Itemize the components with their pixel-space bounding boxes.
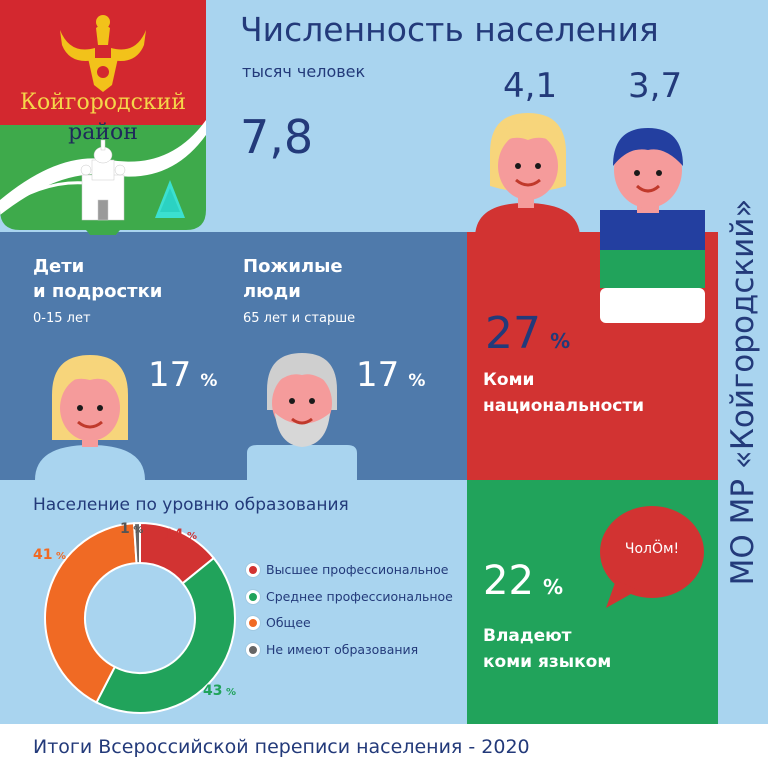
komi-language-value: 22 [483,558,534,604]
legend-item-general: Общее [246,614,311,630]
children-ages: 0-15 лет [33,311,91,326]
male-population: 3,7 [628,66,683,106]
slice-unit: % [129,525,144,536]
emblem-shield [0,0,206,235]
woman-figure [475,113,580,238]
legend-swatch [246,615,260,630]
man-figure [600,128,705,323]
slice-label-higher: 14 % [164,527,197,543]
komi-language-unit: % [543,575,564,599]
komi-nationality-label-line1: Коми [483,370,535,390]
children-value: 17 [148,355,192,395]
elderly-unit: % [408,371,426,391]
slice-unit: % [52,551,66,562]
legend-item-secondary: Среднее профессиональное [246,588,453,604]
legend-item-none: Не имеют образования [246,641,418,657]
children-title-line2: и подростки [33,281,163,302]
elderly-figure [247,353,357,480]
side-title: МО МР «Койгородский» [725,198,761,586]
fir-tree-icon [155,180,185,218]
slice-value: 43 [203,683,223,699]
footer-text: Итоги Всероссийской переписи населения -… [33,736,530,758]
elderly-ages: 65 лет и старше [243,311,356,326]
side-panel [718,0,768,724]
slice-unit: % [222,687,236,698]
side-title-wrap: МО МР «Койгородский» [718,0,768,724]
church-icon [80,139,126,221]
children-title-line1: Дети [33,256,85,277]
slice-label-secondary: 43 % [203,683,236,699]
legend-swatch [246,562,260,577]
slice-unit: % [183,531,197,542]
slice-label-general: 41 % [33,547,66,563]
legend-label: Высшее профессиональное [266,562,449,577]
emblem-line2: район [68,120,138,145]
slice-value: 41 [33,547,53,563]
elderly-title-line1: Пожилые [243,256,343,277]
komi-nationality-percent: 27 % [485,308,570,359]
slice-value: 1 [120,521,130,537]
emblem-line1: Койгородский [20,90,186,115]
legend-item-higher: Высшее профессиональное [246,561,448,577]
komi-language-label-line1: Владеют [483,626,572,646]
slice-label-none: 1 % [120,521,143,537]
elderly-percent: 17 % [356,355,425,395]
komi-nationality-unit: % [550,329,571,353]
speech-bubble-text: ЧолӦм! [624,541,680,557]
page-title: Численность населения [240,10,659,49]
legend-swatch [246,642,260,657]
elderly-title-line2: люди [243,281,301,302]
komi-nationality-label-line2: национальности [483,396,645,416]
education-title: Население по уровню образования [33,495,349,515]
komi-language-percent: 22 % [483,558,563,604]
legend-swatch [246,589,260,604]
children-percent: 17 % [148,355,217,395]
komi-nationality-value: 27 [485,308,541,359]
child-figure [35,355,145,480]
speech-bubble-icon [600,506,704,608]
komi-language-label-line2: коми языком [483,652,612,672]
legend-label: Не имеют образования [266,642,419,657]
legend-label: Общее [266,615,311,630]
bird-emblem [60,15,146,92]
slice-value: 14 [164,527,184,543]
donut-slice-none [132,521,141,565]
page-subtitle: тысяч человек [242,62,366,81]
footer-panel [0,724,768,768]
female-population: 4,1 [503,66,558,106]
elderly-value: 17 [356,355,400,395]
education-donut-chart [44,521,236,714]
donut-slice-secondary [95,556,236,714]
total-population: 7,8 [240,110,314,164]
legend-label: Среднее профессиональное [266,589,453,604]
children-unit: % [200,371,218,391]
donut-slice-general [44,522,138,704]
